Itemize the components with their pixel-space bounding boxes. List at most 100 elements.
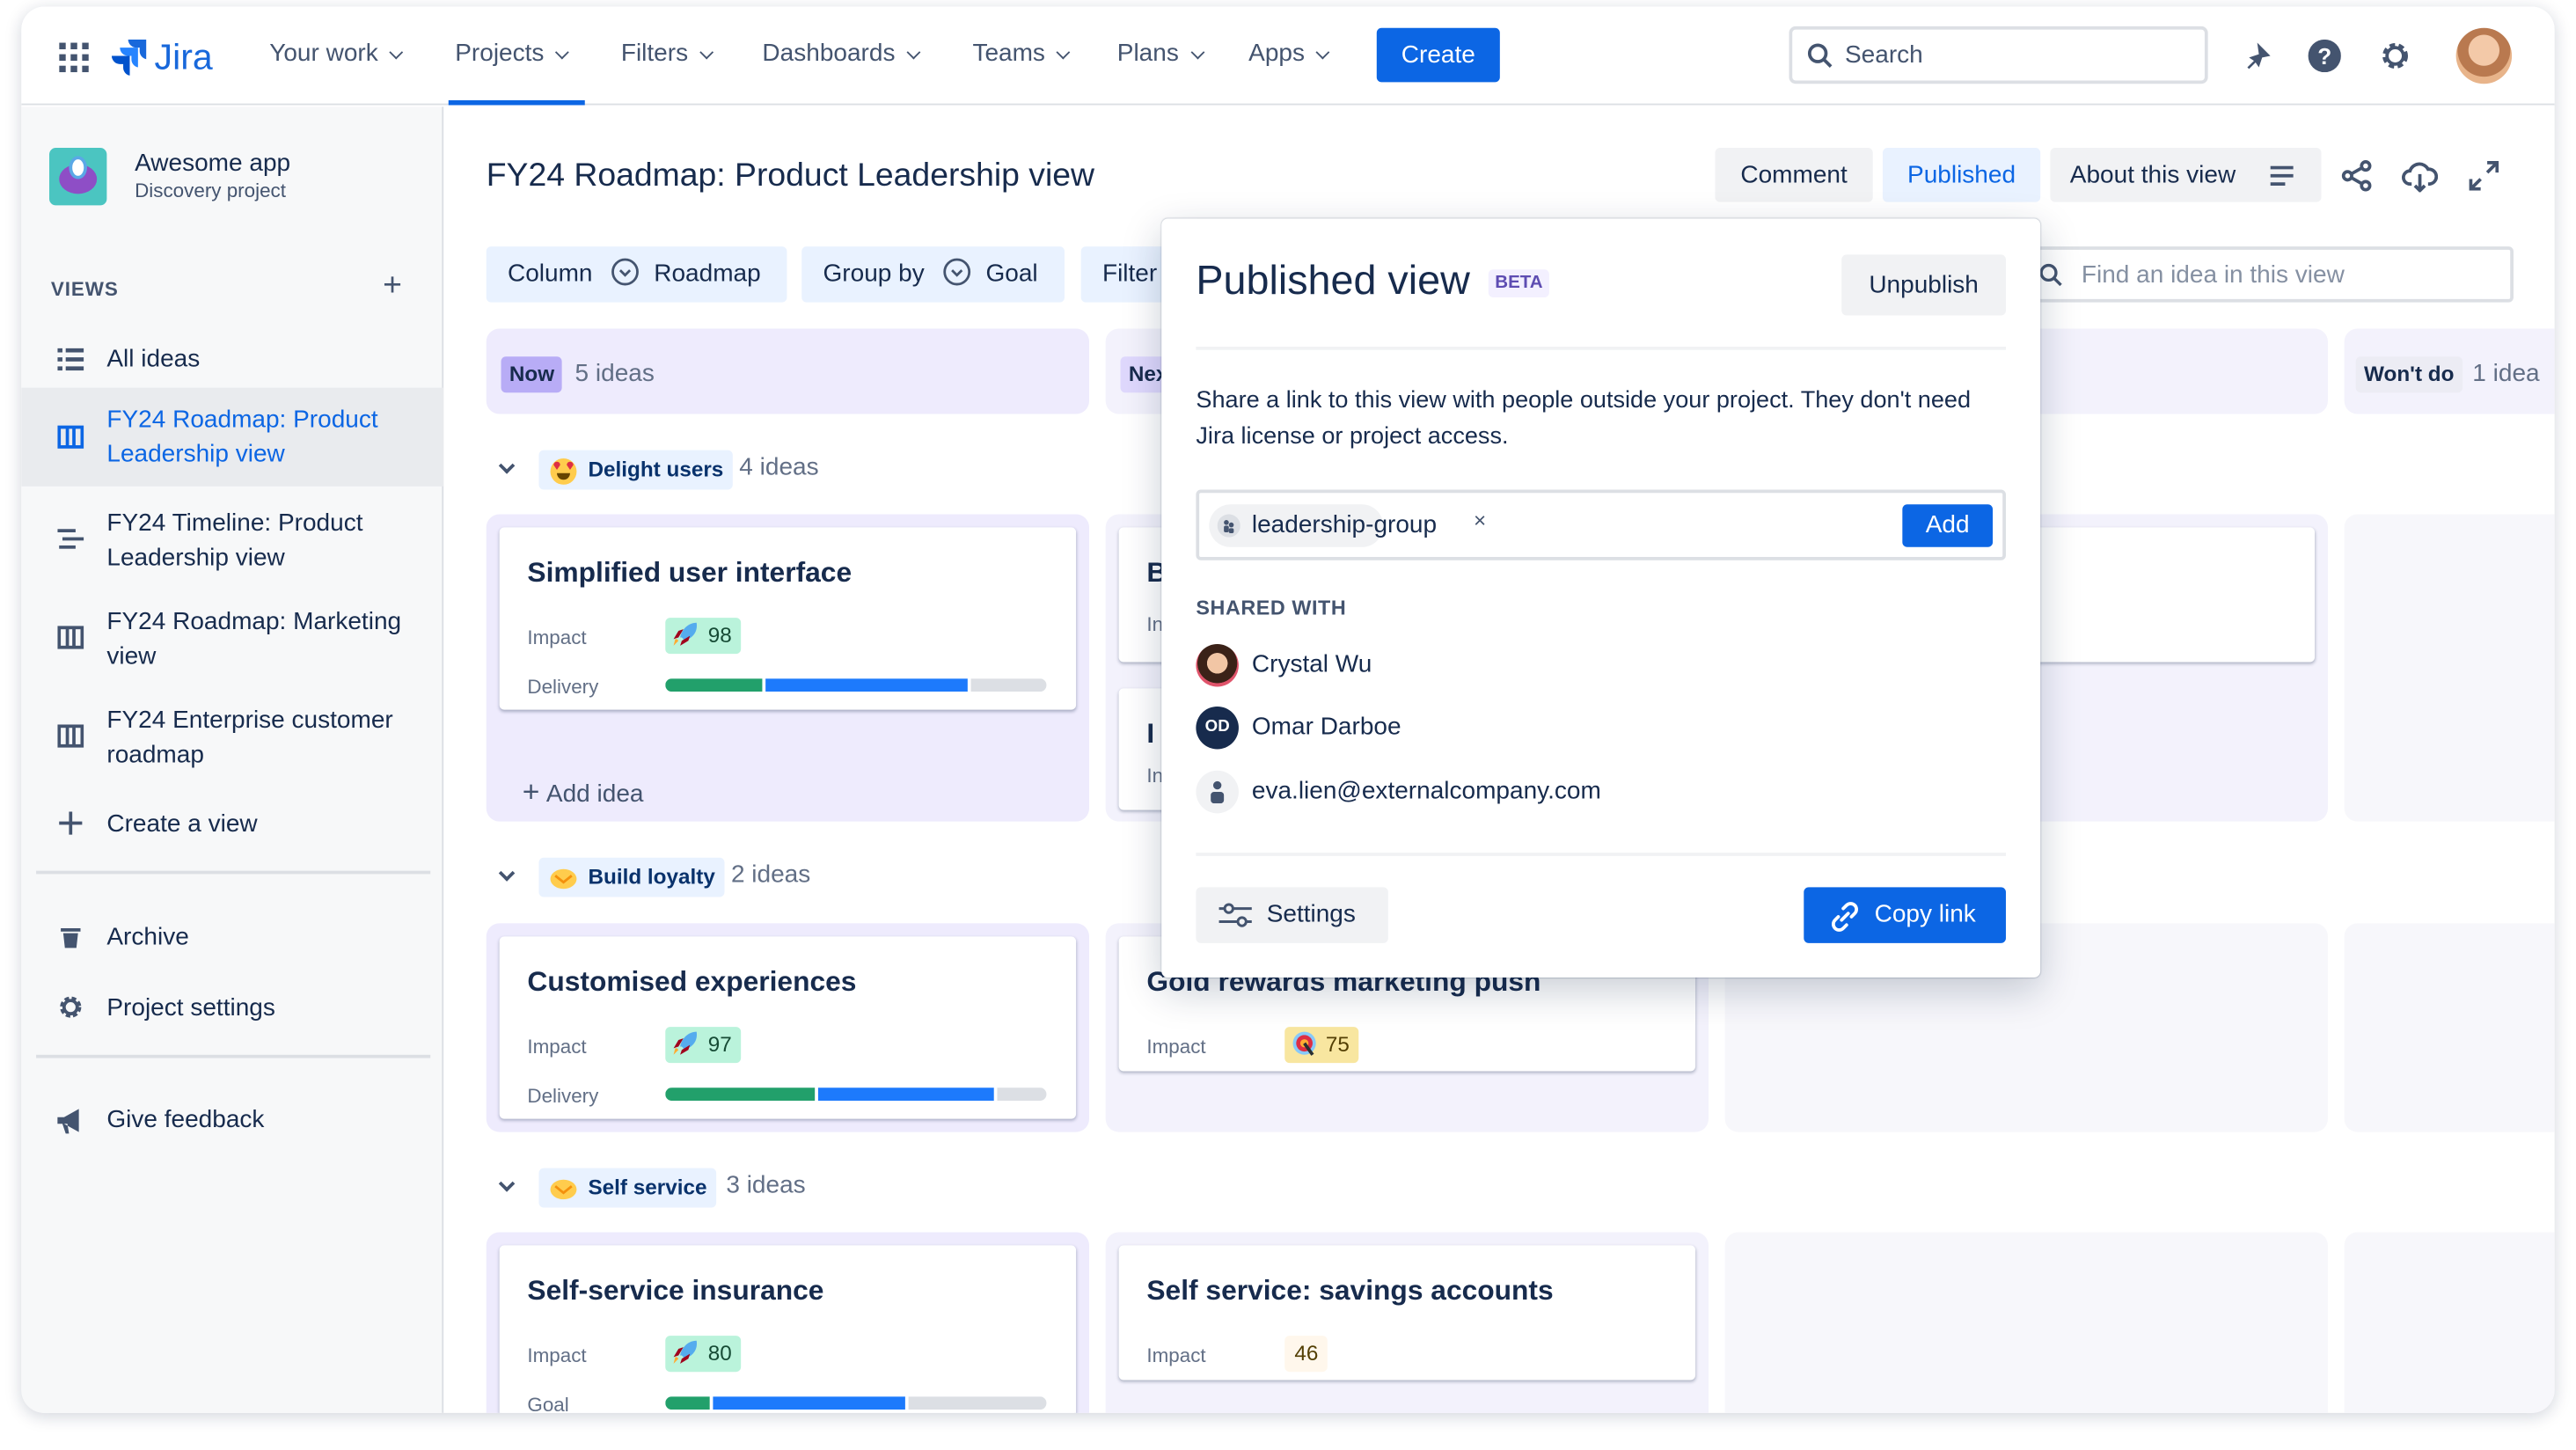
published-button[interactable]: Published — [1882, 148, 2041, 202]
sidebar-item-all-ideas[interactable]: All ideas — [21, 341, 443, 376]
chevron-circle-icon — [611, 258, 639, 286]
create-button[interactable]: Create — [1376, 27, 1500, 83]
idea-card[interactable]: Customised experiences Impact 97 Deliver… — [499, 936, 1077, 1119]
delivery-progress-bar — [665, 678, 1047, 692]
delivery-progress-bar — [665, 1088, 1047, 1102]
avatar — [1196, 643, 1239, 687]
sidebar-item-fy24-enterprise[interactable]: FY24 Enterprise customer roadmap — [21, 703, 443, 772]
copy-link-label: Copy link — [1874, 900, 1976, 929]
column-label: Column — [507, 260, 593, 288]
column-selector[interactable]: Column Roadmap — [486, 246, 787, 303]
user-avatar[interactable] — [2455, 27, 2513, 84]
nav-filters[interactable]: Filters — [621, 40, 714, 68]
field-label: Goal — [527, 1393, 569, 1413]
idea-card[interactable]: Self-service insurance Impact 80 Goal — [499, 1245, 1077, 1413]
bar-segment-done — [665, 678, 763, 692]
megaphone-icon — [57, 1109, 79, 1134]
board-icon — [57, 724, 84, 748]
fullscreen-expand-icon[interactable] — [2469, 160, 2499, 191]
filter-label: Filter — [1101, 260, 1158, 288]
divider — [1196, 853, 2006, 856]
nav-teams[interactable]: Teams — [972, 39, 1071, 68]
search-icon — [1807, 43, 1833, 68]
impact-value: 75 — [1325, 1031, 1350, 1057]
sidebar-item-label: FY24 Roadmap: Marketing view — [106, 607, 402, 670]
nav-label: Teams — [972, 39, 1045, 68]
nav-label: Plans — [1116, 39, 1179, 68]
nav-label: Dashboards — [762, 39, 896, 68]
group-by-value: Goal — [985, 260, 1038, 288]
settings-gear-icon[interactable] — [2379, 40, 2411, 72]
nav-projects[interactable]: Projects — [455, 40, 570, 68]
published-view-popover: Published view BETA Unpublish Share a li… — [1161, 218, 2041, 978]
idea-card[interactable]: Self service: savings accounts Impact 46 — [1118, 1245, 1696, 1380]
bar-segment-in-progress — [818, 1088, 995, 1102]
group-by-selector[interactable]: Group by Goal — [801, 246, 1065, 303]
find-idea-input[interactable]: Find an idea in this view — [1993, 246, 2514, 303]
create-view-button[interactable]: Create a view — [21, 807, 443, 841]
notifications-bell-icon[interactable] — [2241, 40, 2273, 72]
help-icon[interactable]: ? — [2308, 39, 2341, 73]
comment-button[interactable]: Comment — [1715, 148, 1873, 202]
chevron-down-icon — [1056, 45, 1071, 60]
nav-apps[interactable]: Apps — [1248, 40, 1330, 68]
app-switcher-icon[interactable] — [59, 42, 89, 73]
nav-your-work[interactable]: Your work — [269, 40, 404, 68]
goal-label: Self service — [588, 1175, 707, 1200]
person-name: Omar Darboe — [1251, 713, 1401, 742]
goal-tag: Self service — [538, 1168, 717, 1208]
sidebar-item-label: Project settings — [106, 993, 275, 1022]
copy-link-button[interactable]: Copy link — [1804, 887, 2006, 943]
settings-button[interactable]: Settings — [1196, 887, 1388, 943]
field-label: In — [1146, 764, 1164, 787]
share-recipients-input[interactable]: leadership-group × Add — [1196, 489, 2006, 560]
person-email: eva.lien@externalcompany.com — [1251, 777, 1601, 805]
sliders-icon — [1218, 903, 1252, 927]
search-input[interactable]: Search — [1789, 26, 2208, 84]
share-icon[interactable] — [2341, 159, 2374, 192]
page-title: FY24 Roadmap: Product Leadership view — [486, 157, 1095, 194]
chevron-down-icon — [555, 45, 570, 60]
remove-tag-x-icon[interactable]: × — [1473, 507, 1487, 533]
nav-plans[interactable]: Plans — [1116, 39, 1204, 68]
idea-title: Self-service insurance — [527, 1275, 824, 1307]
sidebar-item-label: Create a view — [106, 809, 258, 839]
column-value: Roadmap — [654, 260, 761, 288]
cloud-export-icon[interactable] — [2402, 159, 2439, 193]
impact-badge: 97 — [665, 1027, 743, 1064]
unpublish-button[interactable]: Unpublish — [1841, 254, 2006, 316]
sidebar: Awesome app Discovery project VIEWS + Al… — [21, 106, 444, 1413]
column-count: 1 idea — [2472, 359, 2540, 388]
board-icon — [57, 425, 84, 449]
sidebar-item-fy24-roadmap-product-leadership[interactable]: FY24 Roadmap: Product Leadership view — [21, 387, 444, 487]
trash-icon — [61, 928, 81, 948]
group-count: 2 ideas — [730, 860, 811, 890]
jira-logo-text: Jira — [154, 36, 213, 77]
sidebar-divider — [36, 1054, 431, 1058]
avatar-initials: OD — [1196, 706, 1239, 750]
chevron-down-icon — [498, 1175, 516, 1192]
impact-badge: 98 — [665, 618, 743, 655]
project-avatar — [49, 148, 107, 206]
sidebar-item-archive[interactable]: Archive — [21, 920, 443, 955]
chevron-down-icon — [699, 45, 714, 60]
chevron-down-icon — [498, 865, 516, 882]
add-recipient-button[interactable]: Add — [1902, 504, 1994, 547]
sidebar-item-fy24-timeline[interactable]: FY24 Timeline: Product Leadership view — [21, 506, 443, 575]
sidebar-item-fy24-roadmap-marketing[interactable]: FY24 Roadmap: Marketing view — [21, 604, 443, 673]
recipient-tag: leadership-group — [1209, 504, 1437, 547]
add-view-plus-icon[interactable]: + — [383, 267, 402, 304]
top-navigation: Jira Your work Projects Filters Dashboar… — [21, 6, 2555, 106]
group-icon — [1217, 514, 1240, 538]
link-icon — [1832, 902, 1858, 932]
about-this-view-button[interactable]: About this view — [2050, 148, 2322, 202]
chevron-down-icon — [498, 458, 516, 474]
idea-card[interactable]: Simplified user interface Impact 98 Deli… — [499, 527, 1077, 710]
add-idea-button[interactable]: + Add idea — [523, 775, 644, 809]
plus-icon — [59, 811, 83, 835]
give-feedback-button[interactable]: Give feedback — [21, 1102, 443, 1137]
sidebar-item-project-settings[interactable]: Project settings — [21, 991, 443, 1025]
nav-dashboards[interactable]: Dashboards — [762, 39, 921, 68]
impact-value: 80 — [707, 1340, 732, 1366]
idea-title: I — [1146, 718, 1155, 750]
